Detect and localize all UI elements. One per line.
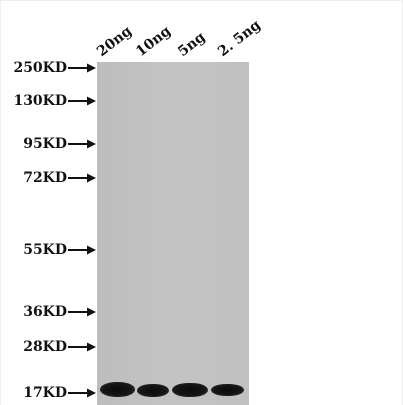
marker-17kd: 17KD [1,383,97,403]
blot-membrane [97,62,249,405]
marker-label: 250KD [13,60,67,76]
marker-36kd: 36KD [1,302,97,322]
top-border [1,0,402,1]
lane-label-20ng: 20ng [94,23,136,60]
arrow-right-icon [68,139,96,149]
marker-250kd: 250KD [1,58,97,78]
band-lane-5ng [172,383,208,397]
arrow-right-icon [68,388,96,398]
lane-label-2-5ng: 2. 5ng [215,17,264,61]
marker-label: 95KD [23,136,67,152]
arrow-right-icon [68,63,96,73]
marker-label: 28KD [23,339,67,355]
arrow-right-icon [68,342,96,352]
marker-label: 130KD [13,93,67,109]
marker-label: 72KD [23,170,67,186]
arrow-right-icon [68,173,96,183]
band-lane-2-5ng [211,384,244,396]
marker-label: 17KD [23,385,67,401]
arrow-right-icon [68,96,96,106]
lane-label-10ng: 10ng [133,23,175,60]
marker-72kd: 72KD [1,168,97,188]
band-lane-20ng [100,382,135,397]
band-lane-10ng [137,384,169,397]
arrow-right-icon [68,307,96,317]
marker-55kd: 55KD [1,240,97,260]
marker-label: 55KD [23,242,67,258]
marker-130kd: 130KD [1,91,97,111]
arrow-right-icon [68,245,96,255]
marker-label: 36KD [23,304,67,320]
lane-label-5ng: 5ng [175,29,209,60]
marker-28kd: 28KD [1,337,97,357]
marker-95kd: 95KD [1,134,97,154]
